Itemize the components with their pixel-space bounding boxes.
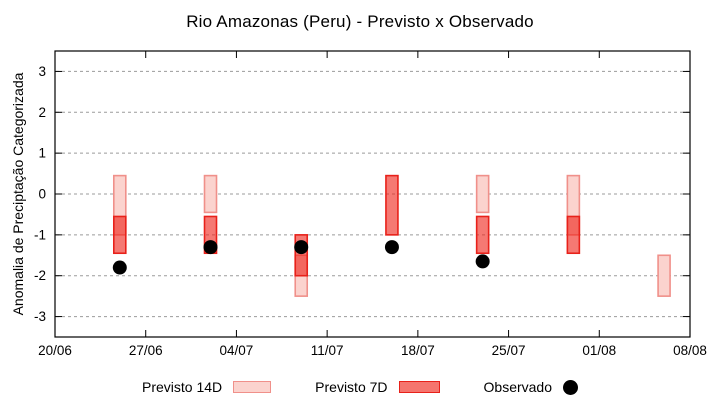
observado-dot bbox=[475, 254, 490, 269]
x-tick-label: 27/06 bbox=[129, 343, 163, 358]
y-tick-label: -1 bbox=[34, 227, 46, 242]
bar-previsto-14d bbox=[475, 174, 490, 214]
y-tick-label: 3 bbox=[38, 64, 46, 79]
x-tick-label: 11/07 bbox=[311, 343, 344, 358]
y-tick-label: 0 bbox=[38, 187, 46, 202]
x-tick-label: 18/07 bbox=[401, 343, 435, 358]
y-tick-label: 1 bbox=[38, 146, 46, 161]
legend-label-previsto-14d: Previsto 14D bbox=[142, 379, 223, 395]
observado-dot bbox=[294, 240, 309, 255]
plot-border bbox=[54, 50, 691, 338]
observado-dot bbox=[112, 260, 127, 275]
observado-dot bbox=[203, 240, 218, 255]
bar-previsto-14d bbox=[203, 174, 218, 214]
x-tick-label: 08/08 bbox=[673, 343, 707, 358]
y-tick-label: 2 bbox=[38, 105, 46, 120]
legend-item-previsto-7d: Previsto 7D bbox=[315, 379, 440, 395]
legend-label-observado: Observado bbox=[483, 379, 552, 395]
chart-title: Rio Amazonas (Peru) - Previsto x Observa… bbox=[186, 12, 534, 31]
legend-dot-observado bbox=[563, 379, 578, 395]
bar-previsto-14d bbox=[657, 254, 671, 297]
legend-item-observado: Observado bbox=[484, 379, 578, 395]
x-tick-label: 25/07 bbox=[492, 343, 526, 358]
bar-previsto-7d bbox=[112, 215, 127, 255]
bar-previsto-7d bbox=[385, 174, 399, 236]
y-tick-label: -2 bbox=[34, 268, 46, 283]
observado-dot bbox=[384, 240, 399, 255]
legend-label-previsto-7d: Previsto 7D bbox=[315, 379, 388, 395]
bar-previsto-7d bbox=[475, 215, 490, 255]
x-tick-label: 04/07 bbox=[220, 343, 254, 358]
legend-swatch-previsto-7d bbox=[398, 381, 440, 393]
legend-item-previsto-14d: Previsto 14D bbox=[142, 379, 272, 395]
y-tick-label: -3 bbox=[34, 309, 46, 324]
x-tick-label: 20/06 bbox=[38, 343, 72, 358]
bar-previsto-7d bbox=[566, 215, 581, 255]
legend: Previsto 14D Previsto 7D Observado bbox=[0, 379, 720, 395]
x-tick-label: 01/08 bbox=[582, 343, 616, 358]
legend-swatch-previsto-14d bbox=[233, 381, 272, 393]
